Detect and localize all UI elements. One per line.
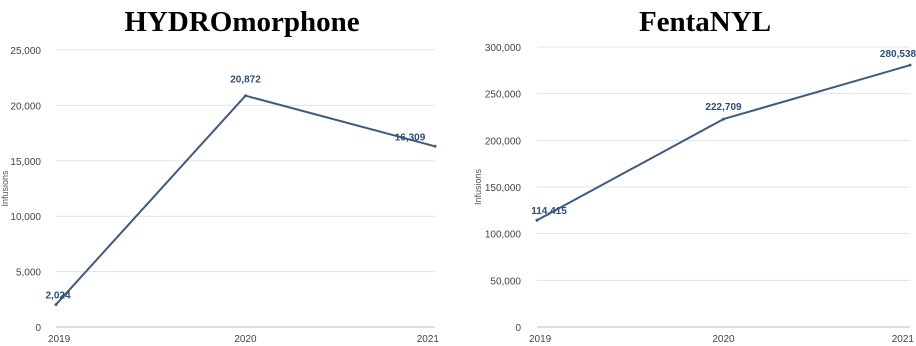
chart-1-ytick-label: 0	[35, 323, 41, 334]
chart-1-xtick-label: 2021	[417, 334, 440, 345]
chart-1-xtick-label: 2019	[48, 334, 71, 345]
chart-1-xtick-label: 2020	[234, 334, 257, 345]
chart-1-data-point	[433, 144, 437, 148]
chart-2-xtick-label: 2020	[712, 334, 735, 345]
chart-2-ytick-label: 250,000	[485, 90, 522, 101]
chart-2-ylabel: Infusions	[473, 168, 483, 205]
chart-2-data-point	[908, 63, 912, 67]
chart-1-ytick-label: 20,000	[10, 101, 41, 112]
chart-2-ytick-label: 200,000	[485, 136, 522, 147]
chart-2-data-label: 222,709	[705, 102, 742, 113]
chart-2-ytick-label: 300,000	[485, 43, 522, 54]
chart-2-data-point	[535, 218, 539, 222]
chart-2-data-label: 114,415	[531, 206, 567, 217]
chart-1-data-label: 2,024	[45, 291, 70, 302]
chart-2-title: FentaNYL	[639, 6, 771, 38]
chart-2-ytick-label: 100,000	[485, 230, 522, 241]
chart-2-data-label: 280,538	[880, 49, 916, 60]
chart-1-ytick-label: 5,000	[16, 268, 41, 279]
chart-2-xtick-label: 2019	[529, 334, 552, 345]
chart-1-title: HYDROmorphone	[124, 6, 359, 38]
chart-1-data-label: 16,309	[395, 132, 426, 143]
chart-1-ytick-label: 25,000	[10, 46, 41, 57]
chart-2-xtick-label: 2021	[892, 334, 915, 345]
chart-2-series-line	[536, 64, 911, 222]
chart-1-ylabel: Infusions	[0, 170, 10, 207]
chart-1-data-label: 20,872	[230, 75, 261, 86]
chart-1-ytick-label: 15,000	[10, 157, 41, 168]
chart-2-ytick-label: 0	[515, 323, 521, 334]
chart-2-data-point	[722, 117, 725, 121]
chart-1-data-point	[244, 94, 247, 98]
chart-1-series-line	[55, 94, 436, 306]
chart-2-ytick-label: 150,000	[485, 183, 522, 194]
chart-2-ytick-label: 50,000	[490, 276, 521, 287]
chart-1-ytick-label: 10,000	[10, 212, 41, 223]
chart-1-data-point	[54, 303, 58, 307]
